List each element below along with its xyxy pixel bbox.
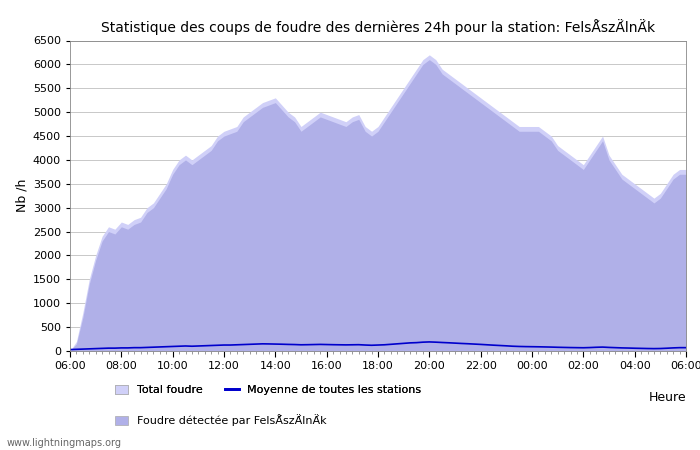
Text: Heure: Heure xyxy=(648,392,686,405)
Text: www.lightningmaps.org: www.lightningmaps.org xyxy=(7,438,122,448)
Y-axis label: Nb /h: Nb /h xyxy=(15,179,29,212)
Legend: Foudre détectée par FelsǺszÄ́lnÄ́k: Foudre détectée par FelsǺszÄ́lnÄ́k xyxy=(111,410,331,431)
Legend: Total foudre, Moyenne de toutes les stations: Total foudre, Moyenne de toutes les stat… xyxy=(111,380,426,400)
Title: Statistique des coups de foudre des dernières 24h pour la station: FelsǺszÄ́lnÄ: Statistique des coups de foudre des dern… xyxy=(101,19,655,35)
